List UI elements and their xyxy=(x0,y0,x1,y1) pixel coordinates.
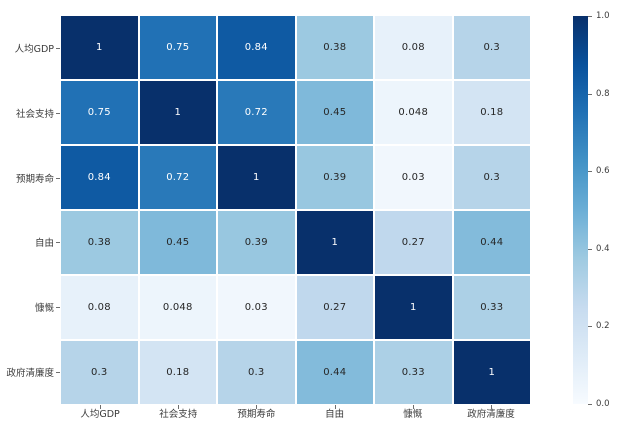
heatmap-cell: 0.33 xyxy=(453,276,530,339)
heatmap-cell: 1 xyxy=(375,276,452,339)
y-axis-label: 政府清廉度 xyxy=(6,367,54,379)
x-axis-tick xyxy=(100,405,102,409)
x-axis-label: 预期寿命 xyxy=(237,409,276,420)
x-axis-tick xyxy=(412,405,414,409)
x-axis-label: 社会支持 xyxy=(159,409,198,420)
x-axis-tick xyxy=(334,405,336,409)
heatmap-cell: 0.75 xyxy=(139,16,216,79)
heatmap-cell: 0.3 xyxy=(218,341,295,404)
heatmap-cell: 0.3 xyxy=(453,146,530,209)
heatmap-cell: 1 xyxy=(296,211,373,274)
colorbar xyxy=(573,16,588,404)
x-axis-tick xyxy=(256,405,258,409)
heatmap-cell: 0.048 xyxy=(139,276,216,339)
colorbar-tick xyxy=(588,16,592,17)
heatmap-cell: 0.75 xyxy=(61,81,138,144)
colorbar-tick xyxy=(588,171,592,173)
heatmap-cell: 0.03 xyxy=(375,146,452,209)
y-axis-label: 人均GDP xyxy=(14,44,54,56)
heatmap-cell: 0.44 xyxy=(296,341,373,404)
heatmap-cell: 1 xyxy=(218,146,295,209)
y-axis-tick xyxy=(56,371,60,373)
colorbar-tick xyxy=(588,248,592,250)
colorbar-tick xyxy=(588,93,592,95)
heatmap-cell: 0.72 xyxy=(139,146,216,209)
heatmap-cell: 0.08 xyxy=(61,276,138,339)
colorbar-tick xyxy=(588,326,592,328)
heatmap-cell: 0.39 xyxy=(296,146,373,209)
colorbar-tick-label: 0.4 xyxy=(596,243,610,254)
heatmap-cell: 0.18 xyxy=(453,81,530,144)
heatmap-cell: 0.18 xyxy=(139,341,216,404)
colorbar-tick xyxy=(588,404,592,405)
y-axis-tick xyxy=(56,177,60,179)
colorbar-tick-label: 1.0 xyxy=(596,11,610,21)
heatmap-cell: 0.3 xyxy=(61,341,138,404)
heatmap-cell: 0.27 xyxy=(375,211,452,274)
heatmap-cell: 0.45 xyxy=(296,81,373,144)
x-axis-label: 政府清廉度 xyxy=(467,409,515,420)
heatmap-cell: 1 xyxy=(453,341,530,404)
heatmap-cell: 0.3 xyxy=(453,16,530,79)
y-axis-tick xyxy=(56,307,60,308)
x-axis-label: 人均GDP xyxy=(80,409,120,420)
colorbar-tick-label: 0.6 xyxy=(596,166,610,177)
y-axis-label: 预期寿命 xyxy=(15,173,54,185)
heatmap-cell: 0.84 xyxy=(61,146,138,209)
heatmap-cell: 0.33 xyxy=(375,341,452,404)
y-axis-tick xyxy=(56,242,60,244)
heatmap-cell: 0.39 xyxy=(218,211,295,274)
heatmap-grid: 1 0.75 0.84 0.38 0.08 0.3 0.75 1 0.72 0.45 0.048 0.… xyxy=(61,16,530,404)
heatmap-cell: 0.08 xyxy=(375,16,452,79)
heatmap-cell: 0.03 xyxy=(218,276,295,339)
x-axis-tick xyxy=(178,405,180,409)
colorbar-tick-label: 0.8 xyxy=(596,88,610,99)
y-axis-tick xyxy=(56,48,60,50)
colorbar-tick-label: 0.2 xyxy=(596,321,610,332)
y-axis-label: 自由 xyxy=(34,238,54,250)
heatmap-cell: 1 xyxy=(139,81,216,144)
y-axis-label: 慷慨 xyxy=(34,303,54,315)
x-axis-tick xyxy=(490,405,492,409)
x-axis-label: 自由 xyxy=(325,409,345,420)
heatmap-cell: 0.38 xyxy=(296,16,373,79)
y-axis-label: 社会支持 xyxy=(15,109,54,120)
heatmap-cell: 0.048 xyxy=(375,81,452,144)
heatmap-cell: 0.72 xyxy=(218,81,295,144)
heatmap-cell: 0.44 xyxy=(453,211,530,274)
heatmap-cell: 1 xyxy=(61,16,138,79)
heatmap-cell: 0.38 xyxy=(61,211,138,274)
y-axis-labels: 人均GDP 社会支持预期寿命自由慷慨政府清廉度 xyxy=(0,16,54,404)
heatmap-cell: 0.45 xyxy=(139,211,216,274)
x-axis-labels: 人均GDP 社会支持 预期寿命 自由 慷慨 政府清廉度 xyxy=(61,408,530,424)
x-axis-label: 慷慨 xyxy=(403,409,423,420)
colorbar-tick-label: 0.0 xyxy=(596,399,610,409)
y-axis-tick xyxy=(56,113,60,114)
heatmap-cell: 0.84 xyxy=(218,16,295,79)
heatmap-cell: 0.27 xyxy=(296,276,373,339)
